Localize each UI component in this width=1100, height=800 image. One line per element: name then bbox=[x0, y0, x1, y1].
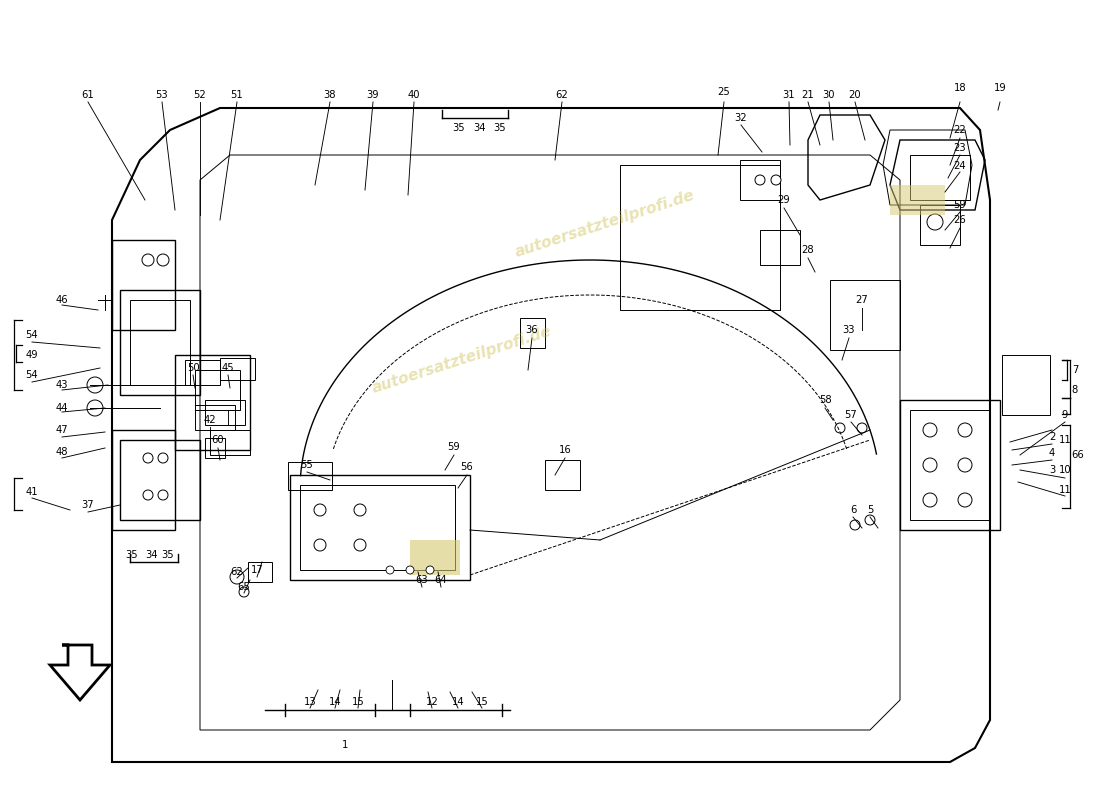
Text: 22: 22 bbox=[954, 125, 967, 135]
Text: 40: 40 bbox=[408, 90, 420, 100]
Text: 58: 58 bbox=[818, 395, 832, 405]
Circle shape bbox=[87, 400, 103, 416]
Circle shape bbox=[386, 566, 394, 574]
Text: 15: 15 bbox=[475, 697, 488, 707]
Text: 54: 54 bbox=[25, 370, 39, 380]
Circle shape bbox=[406, 566, 414, 574]
Text: 13: 13 bbox=[304, 697, 317, 707]
Circle shape bbox=[857, 423, 867, 433]
Text: 11: 11 bbox=[1058, 435, 1071, 445]
Text: 55: 55 bbox=[300, 460, 313, 470]
Text: 31: 31 bbox=[783, 90, 795, 100]
Text: 54: 54 bbox=[25, 330, 39, 340]
Text: 8: 8 bbox=[1071, 385, 1078, 395]
Text: 34: 34 bbox=[474, 123, 486, 133]
Text: 2: 2 bbox=[1048, 432, 1055, 442]
Text: 20: 20 bbox=[849, 90, 861, 100]
Text: 59: 59 bbox=[448, 442, 461, 452]
Text: 18: 18 bbox=[954, 83, 966, 93]
Text: 41: 41 bbox=[25, 487, 39, 497]
Circle shape bbox=[835, 423, 845, 433]
Text: 63: 63 bbox=[416, 575, 428, 585]
Text: 43: 43 bbox=[56, 380, 68, 390]
Text: 19: 19 bbox=[993, 83, 1007, 93]
Text: 42: 42 bbox=[204, 415, 217, 425]
Text: 25: 25 bbox=[717, 87, 730, 97]
Text: 34: 34 bbox=[145, 550, 158, 560]
Text: 66: 66 bbox=[1071, 450, 1085, 460]
Circle shape bbox=[771, 175, 781, 185]
Text: 57: 57 bbox=[845, 410, 857, 420]
Text: 27: 27 bbox=[856, 295, 868, 305]
Text: 47: 47 bbox=[56, 425, 68, 435]
Text: 21: 21 bbox=[802, 90, 814, 100]
Polygon shape bbox=[890, 185, 945, 215]
Text: 49: 49 bbox=[25, 350, 39, 360]
Text: 6: 6 bbox=[850, 505, 856, 515]
Text: 23: 23 bbox=[954, 143, 966, 153]
Text: 52: 52 bbox=[194, 90, 207, 100]
Text: 11: 11 bbox=[1058, 485, 1071, 495]
Text: 35: 35 bbox=[453, 123, 465, 133]
Text: 37: 37 bbox=[81, 500, 95, 510]
Text: 9: 9 bbox=[1062, 410, 1068, 420]
Text: 53: 53 bbox=[156, 90, 168, 100]
Text: 35: 35 bbox=[125, 550, 139, 560]
Text: 24: 24 bbox=[954, 161, 966, 171]
Circle shape bbox=[865, 515, 874, 525]
Circle shape bbox=[850, 520, 860, 530]
Text: 60: 60 bbox=[211, 435, 224, 445]
Text: 12: 12 bbox=[426, 697, 439, 707]
Text: 62: 62 bbox=[231, 567, 243, 577]
Text: 33: 33 bbox=[843, 325, 856, 335]
Text: 45: 45 bbox=[222, 363, 234, 373]
Text: 62: 62 bbox=[556, 90, 569, 100]
Text: 14: 14 bbox=[329, 697, 341, 707]
Text: 14: 14 bbox=[452, 697, 464, 707]
Text: 48: 48 bbox=[56, 447, 68, 457]
Text: 4: 4 bbox=[1049, 448, 1055, 458]
Text: 15: 15 bbox=[352, 697, 364, 707]
Text: 10: 10 bbox=[1058, 465, 1071, 475]
Polygon shape bbox=[50, 645, 110, 700]
Text: 50: 50 bbox=[187, 363, 199, 373]
Text: 3: 3 bbox=[1049, 465, 1055, 475]
Text: 51: 51 bbox=[231, 90, 243, 100]
Text: 38: 38 bbox=[323, 90, 337, 100]
Text: 61: 61 bbox=[81, 90, 95, 100]
Text: 44: 44 bbox=[56, 403, 68, 413]
Circle shape bbox=[87, 377, 103, 393]
Text: 5: 5 bbox=[867, 505, 873, 515]
Text: 35: 35 bbox=[494, 123, 506, 133]
Text: 17: 17 bbox=[251, 565, 263, 575]
Text: 46: 46 bbox=[56, 295, 68, 305]
Text: 30: 30 bbox=[823, 90, 835, 100]
Text: 59: 59 bbox=[954, 200, 967, 210]
Text: autoersatzteilprofi.de: autoersatzteilprofi.de bbox=[514, 188, 696, 260]
Text: 7: 7 bbox=[1071, 365, 1078, 375]
Text: 56: 56 bbox=[461, 462, 473, 472]
Text: 64: 64 bbox=[434, 575, 448, 585]
Text: 1: 1 bbox=[342, 740, 349, 750]
Text: autoersatzteilprofi.de: autoersatzteilprofi.de bbox=[371, 324, 553, 396]
Text: 65: 65 bbox=[238, 582, 251, 592]
Text: 28: 28 bbox=[802, 245, 814, 255]
Circle shape bbox=[426, 566, 434, 574]
Text: 35: 35 bbox=[162, 550, 174, 560]
Text: 29: 29 bbox=[778, 195, 791, 205]
Text: 16: 16 bbox=[559, 445, 571, 455]
Polygon shape bbox=[410, 540, 460, 575]
Text: 36: 36 bbox=[526, 325, 538, 335]
Circle shape bbox=[755, 175, 764, 185]
Text: 26: 26 bbox=[954, 215, 967, 225]
Text: 32: 32 bbox=[735, 113, 747, 123]
Text: 39: 39 bbox=[366, 90, 379, 100]
